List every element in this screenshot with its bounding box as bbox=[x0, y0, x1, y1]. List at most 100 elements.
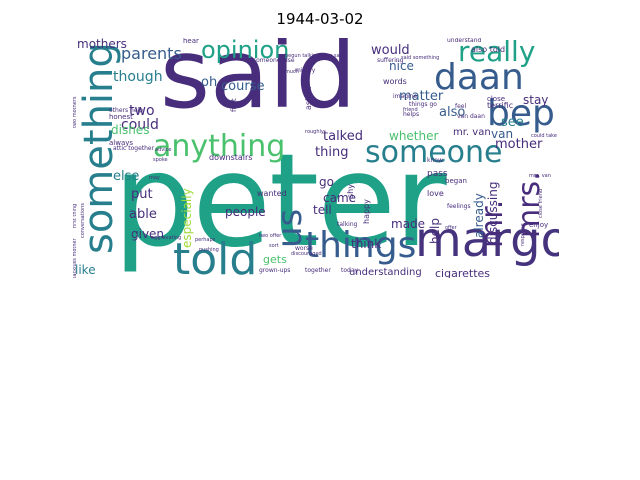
cloud-word: response bbox=[520, 223, 526, 246]
cloud-word: misery bbox=[295, 67, 316, 74]
cloud-word: helps bbox=[403, 111, 420, 118]
cloud-word: began bbox=[445, 177, 467, 185]
cloud-word: may bbox=[149, 175, 160, 181]
cloud-word: see bbox=[501, 115, 524, 130]
cloud-word: matter bbox=[399, 89, 444, 104]
cloud-word: peter said bbox=[319, 53, 345, 59]
cloud-word: sort bbox=[269, 243, 279, 249]
cloud-word: mrs. van bbox=[529, 173, 551, 179]
cloud-word: discussing bbox=[486, 181, 500, 244]
cloud-word: begun talking bbox=[285, 53, 320, 59]
cloud-word: enjoy bbox=[529, 221, 549, 229]
cloud-word: else bbox=[113, 169, 140, 184]
cloud-word: nice bbox=[389, 59, 414, 73]
cloud-word: think bbox=[351, 237, 382, 251]
cloud-word: asked bbox=[304, 86, 313, 110]
cloud-word: understanding bbox=[349, 267, 422, 278]
cloud-word: feelings bbox=[447, 203, 471, 210]
cloud-word: know bbox=[427, 157, 443, 164]
cloud-word: course bbox=[221, 79, 265, 94]
cloud-word: especially bbox=[180, 188, 194, 248]
cloud-word: thing bbox=[315, 145, 349, 160]
cloud-word: dishes bbox=[111, 123, 150, 137]
cloud-word: worse bbox=[295, 245, 313, 252]
cloud-word: always bbox=[109, 139, 134, 147]
cloud-word: hear bbox=[183, 38, 199, 45]
cloud-word: peter bbox=[113, 127, 447, 276]
cloud-word: feel bbox=[455, 103, 467, 110]
cloud-word: honest bbox=[109, 113, 133, 121]
cloud-word: others help bbox=[109, 107, 143, 114]
cloud-word: aggravating bbox=[151, 235, 182, 241]
cloud-word: daan bbox=[434, 57, 524, 98]
cloud-word: first bbox=[230, 98, 238, 112]
cloud-word: van daan bbox=[457, 113, 485, 120]
cloud-word: gets bbox=[263, 253, 287, 266]
cloud-word: shy bbox=[346, 184, 355, 198]
figure-title: 1944-03-02 bbox=[276, 10, 364, 28]
cloud-word: could bbox=[121, 117, 159, 133]
cloud-word: words bbox=[383, 77, 407, 86]
cloud-word: anything bbox=[153, 129, 286, 164]
cloud-word: attic together bbox=[113, 145, 155, 152]
cloud-word: us bbox=[270, 208, 310, 248]
cloud-word: also bbox=[439, 105, 466, 120]
cloud-word: mothers bbox=[77, 38, 127, 51]
cloud-word: things bbox=[305, 225, 417, 266]
cloud-word: put bbox=[131, 187, 153, 202]
cloud-word: close friend bbox=[538, 188, 544, 218]
cloud-word: roughly bbox=[305, 129, 324, 135]
cloud-word: could take bbox=[531, 133, 557, 139]
cloud-word: mr. van bbox=[453, 127, 491, 138]
cloud-word: van bbox=[491, 127, 514, 141]
cloud-word: offer bbox=[445, 225, 457, 231]
cloud-word: spoke bbox=[153, 157, 168, 163]
cloud-word: given bbox=[131, 227, 165, 241]
cloud-word: pass bbox=[427, 169, 448, 179]
cloud-word: first thing bbox=[73, 203, 78, 228]
cloud-word: someone else bbox=[253, 57, 295, 64]
cloud-word: two mothers bbox=[73, 96, 78, 129]
cloud-word: love bbox=[427, 189, 444, 198]
cloud-word: cigarettes bbox=[435, 267, 490, 278]
cloud-word: today bbox=[341, 267, 359, 274]
cloud-word: things go bbox=[409, 101, 437, 108]
cloud-word: go bbox=[319, 175, 334, 189]
cloud-word: told bbox=[173, 234, 258, 279]
cloud-word: talked bbox=[323, 129, 363, 144]
cloud-word: opinion bbox=[201, 38, 290, 64]
cloud-word: stay bbox=[523, 93, 549, 107]
cloud-word: grown-ups bbox=[259, 267, 291, 274]
cloud-word: already bbox=[472, 193, 486, 238]
cloud-word: together bbox=[305, 267, 331, 274]
cloud-word: close bbox=[487, 95, 506, 103]
cloud-word: made bbox=[391, 217, 426, 231]
cloud-word: perhaps bbox=[195, 237, 216, 243]
cloud-word: happy bbox=[362, 199, 371, 224]
cloud-word: really bbox=[458, 38, 536, 68]
cloud-word: said bbox=[160, 38, 357, 130]
cloud-word: mother bbox=[495, 137, 543, 152]
cloud-word: like bbox=[75, 263, 96, 277]
cloud-word: though bbox=[113, 69, 163, 85]
cloud-word: also told bbox=[471, 45, 506, 54]
cloud-word: bep bbox=[487, 93, 555, 134]
cloud-word: talking bbox=[337, 221, 358, 228]
cloud-word: understand bbox=[447, 38, 482, 44]
cloud-word: suffering bbox=[377, 57, 404, 64]
cloud-word: two bbox=[129, 103, 155, 119]
cloud-word: advice bbox=[155, 147, 172, 153]
cloud-word: came bbox=[323, 191, 357, 205]
cloud-word: discouraged bbox=[291, 251, 322, 257]
cloud-word: oh bbox=[201, 75, 218, 90]
cloud-word: two offer bbox=[259, 233, 282, 239]
cloud-word: downstairs bbox=[209, 153, 253, 162]
cloud-word: would bbox=[371, 43, 410, 58]
cloud-word: whether bbox=[389, 129, 439, 143]
cloud-word: said something bbox=[401, 55, 440, 61]
cloud-word: terrific bbox=[487, 101, 514, 110]
cloud-word: wanted bbox=[257, 189, 287, 198]
cloud-word: tell bbox=[313, 203, 332, 217]
